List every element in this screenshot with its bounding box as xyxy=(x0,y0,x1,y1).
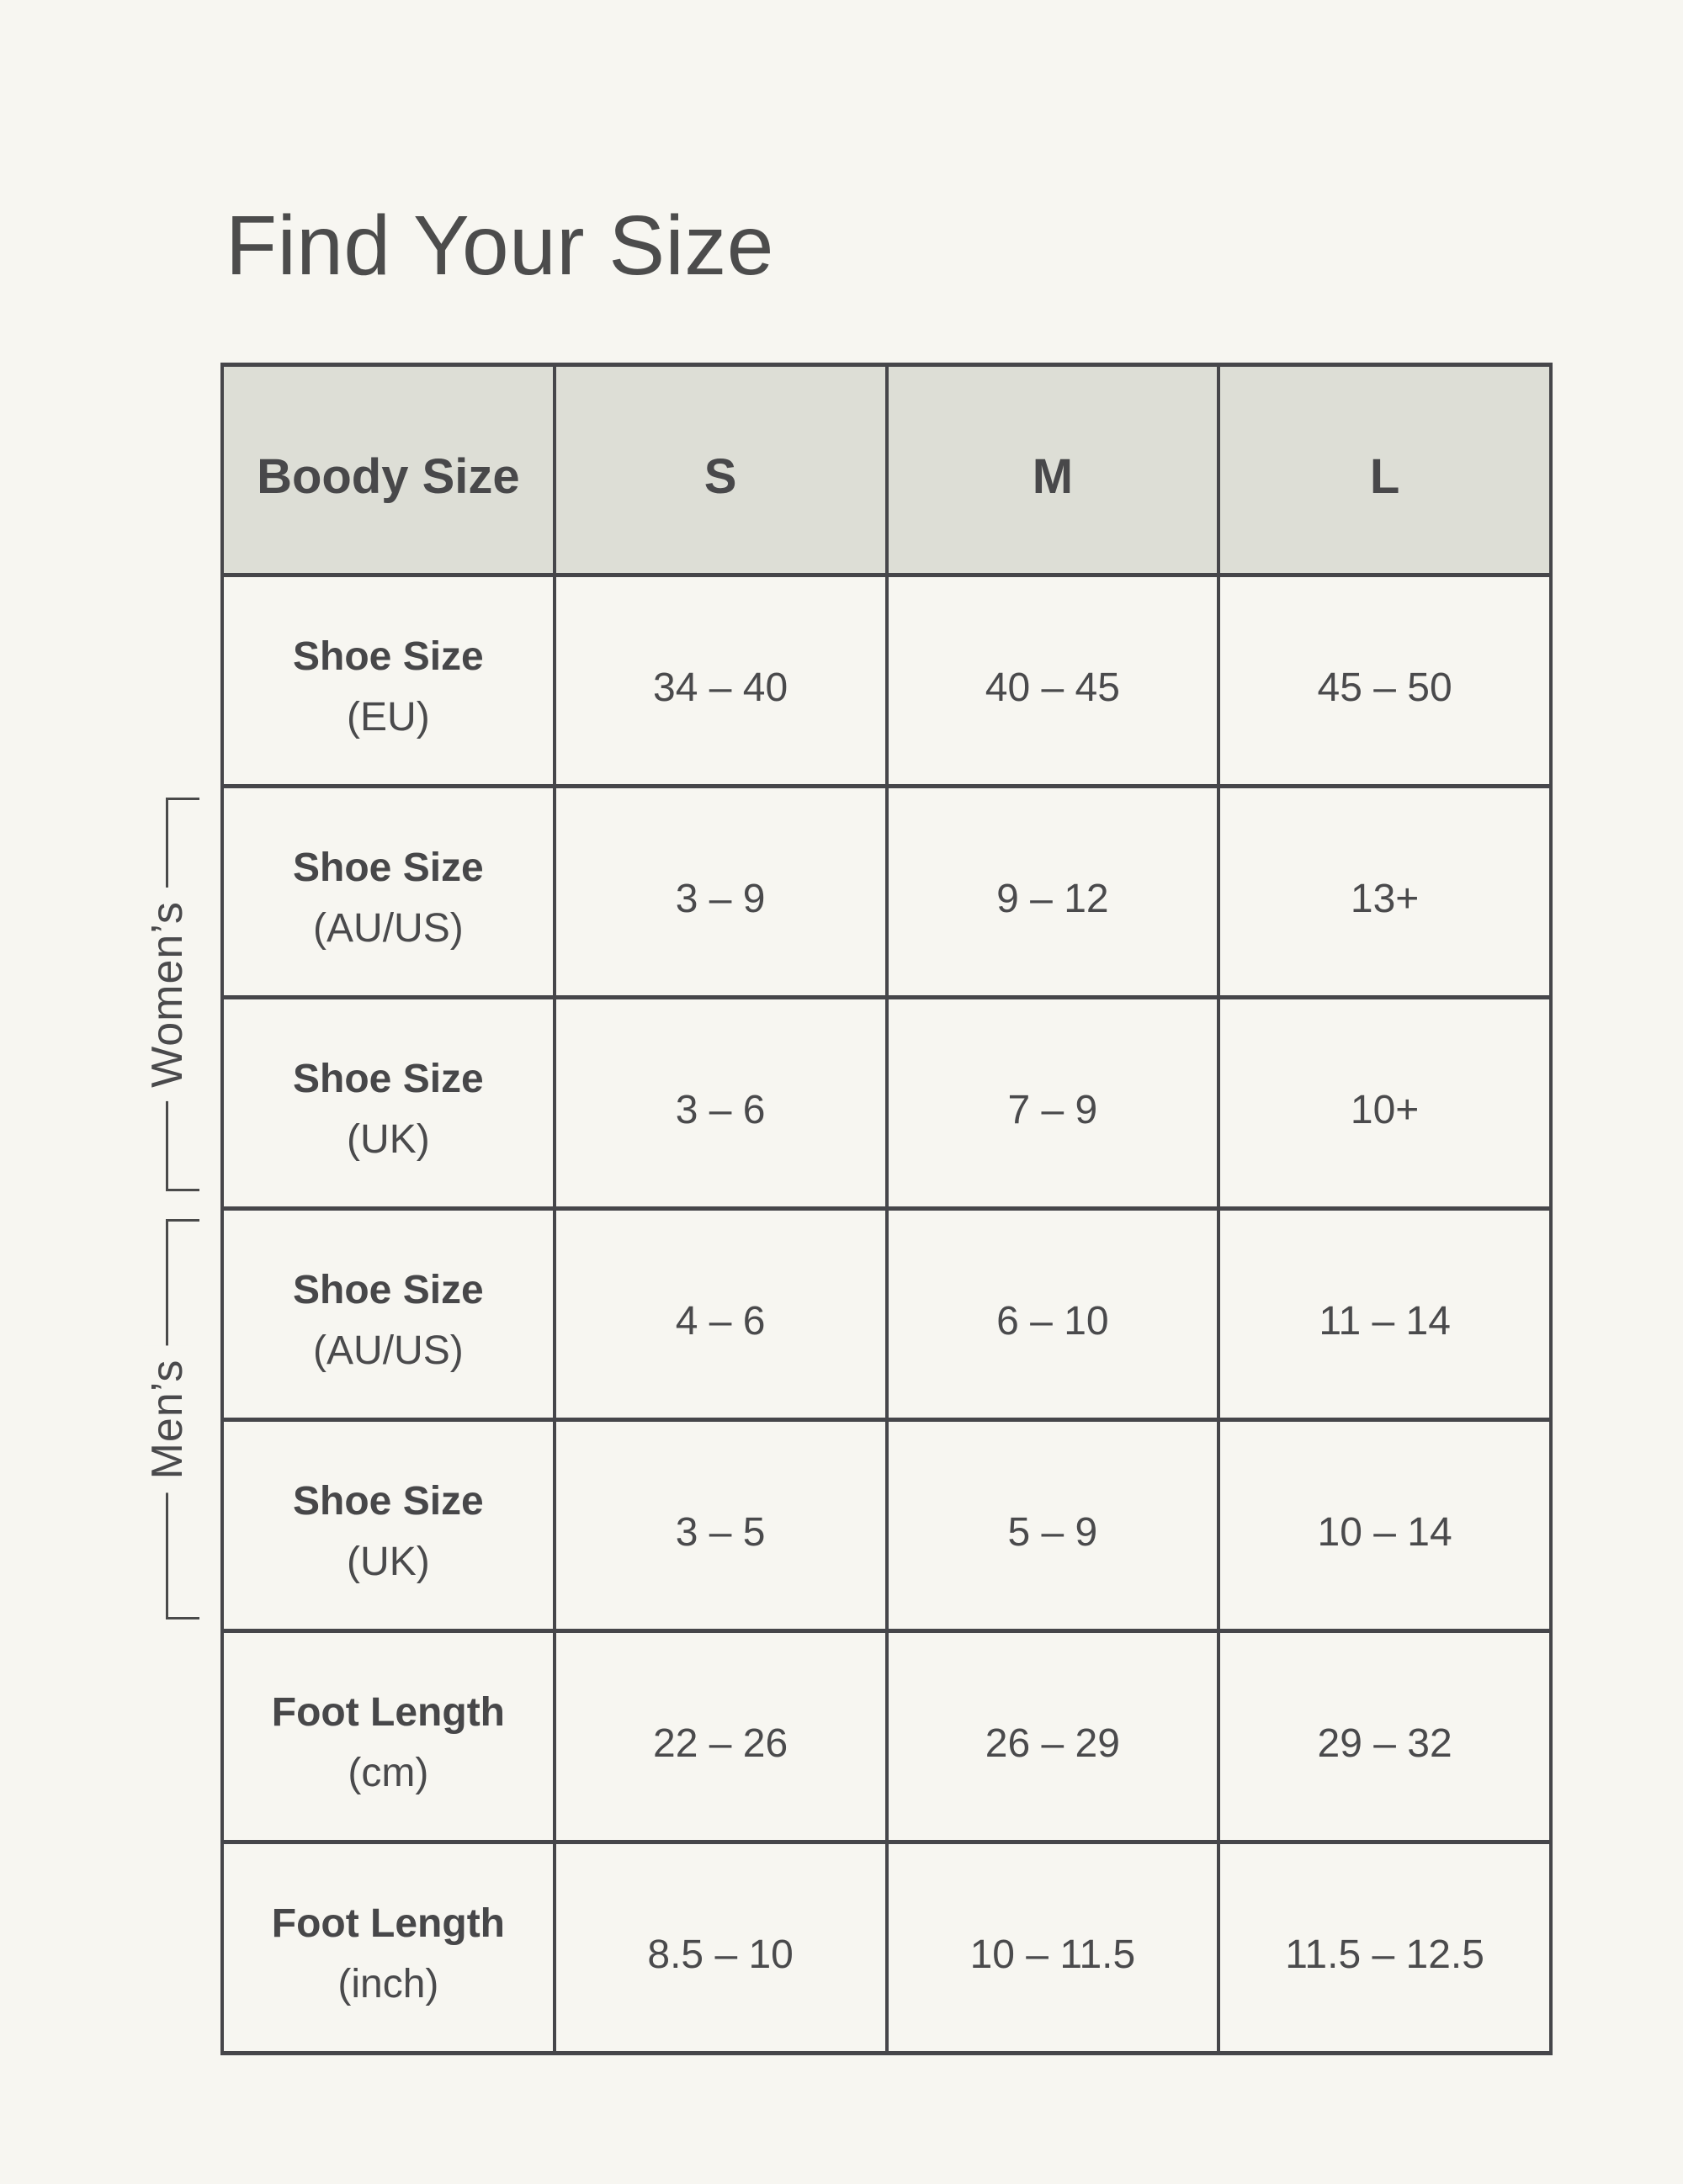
header-cell-boody-size: Boody Size xyxy=(220,363,556,577)
header-row: Boody Size S M L xyxy=(220,363,1553,577)
row-label: Shoe Size xyxy=(293,634,484,679)
value-cell: 8.5 – 10 xyxy=(552,1840,889,2055)
value-cell: 7 – 9 xyxy=(884,995,1221,1211)
header-cell-size-l: L xyxy=(1217,363,1553,577)
row-label-cell: Shoe Size (EU) xyxy=(220,573,556,788)
mens-group-label: Men’s xyxy=(143,1345,192,1493)
size-table-body: Shoe Size (EU) 34 – 40 40 – 45 45 – 50 Shoe S… xyxy=(220,573,1553,2055)
value-cell: 6 – 10 xyxy=(884,1206,1221,1422)
value-cell: 26 – 29 xyxy=(884,1629,1221,1844)
value-cell: 10 – 14 xyxy=(1217,1418,1553,1633)
row-label-cell: Foot Length (cm) xyxy=(220,1629,556,1844)
value-cell: 4 – 6 xyxy=(552,1206,889,1422)
row-label-unit: (cm) xyxy=(348,1751,429,1795)
size-chart-table: Boody Size S M L Shoe Size (EU) 34 – 40 40 … xyxy=(220,363,1553,2055)
row-label: Shoe Size xyxy=(293,846,484,890)
page-title: Find Your Size xyxy=(226,199,774,293)
row-label-unit: (AU/US) xyxy=(313,1328,464,1373)
value-cell: 11.5 – 12.5 xyxy=(1217,1840,1553,2055)
value-cell: 9 – 12 xyxy=(884,784,1221,999)
mens-group-bracket: Men’s xyxy=(143,1219,199,1619)
bracket-tick-bottom xyxy=(166,1189,199,1191)
bracket-tick-bottom xyxy=(166,1617,199,1619)
value-cell: 13+ xyxy=(1217,784,1553,999)
row-label: Shoe Size xyxy=(293,1268,484,1312)
value-cell: 40 – 45 xyxy=(884,573,1221,788)
header-cell-size-s: S xyxy=(552,363,889,577)
womens-group-bracket: Women’s xyxy=(143,798,199,1191)
row-label-unit: (EU) xyxy=(347,695,430,739)
table-row: Foot Length (cm) 22 – 26 26 – 29 29 – 32 xyxy=(220,1629,1553,1844)
table-row: Foot Length (inch) 8.5 – 10 10 – 11.5 11.5 –… xyxy=(220,1840,1553,2055)
value-cell: 29 – 32 xyxy=(1217,1629,1553,1844)
womens-group-label: Women’s xyxy=(143,888,192,1101)
row-label-cell: Shoe Size (UK) xyxy=(220,995,556,1211)
row-label-unit: (inch) xyxy=(337,1962,439,2006)
table-row: Shoe Size (EU) 34 – 40 40 – 45 45 – 50 xyxy=(220,573,1553,788)
row-label-cell: Foot Length (inch) xyxy=(220,1840,556,2055)
value-cell: 3 – 9 xyxy=(552,784,889,999)
bracket-tick-top xyxy=(166,1219,199,1222)
value-cell: 3 – 6 xyxy=(552,995,889,1211)
bracket-tick-top xyxy=(166,798,199,800)
row-label-unit: (UK) xyxy=(347,1117,430,1162)
value-cell: 5 – 9 xyxy=(884,1418,1221,1633)
row-label-cell: Shoe Size (UK) xyxy=(220,1418,556,1633)
value-cell: 10 – 11.5 xyxy=(884,1840,1221,2055)
row-label: Foot Length xyxy=(271,1690,505,1735)
row-label-cell: Shoe Size (AU/US) xyxy=(220,1206,556,1422)
row-label: Foot Length xyxy=(271,1901,505,1946)
value-cell: 10+ xyxy=(1217,995,1553,1211)
size-table-head: Boody Size S M L xyxy=(220,363,1553,577)
value-cell: 11 – 14 xyxy=(1217,1206,1553,1422)
row-label-unit: (UK) xyxy=(347,1540,430,1584)
value-cell: 3 – 5 xyxy=(552,1418,889,1633)
value-cell: 22 – 26 xyxy=(552,1629,889,1844)
row-label: Shoe Size xyxy=(293,1057,484,1101)
header-cell-size-m: M xyxy=(884,363,1221,577)
value-cell: 34 – 40 xyxy=(552,573,889,788)
row-label-cell: Shoe Size (AU/US) xyxy=(220,784,556,999)
row-label: Shoe Size xyxy=(293,1479,484,1524)
value-cell: 45 – 50 xyxy=(1217,573,1553,788)
row-label-unit: (AU/US) xyxy=(313,906,464,951)
